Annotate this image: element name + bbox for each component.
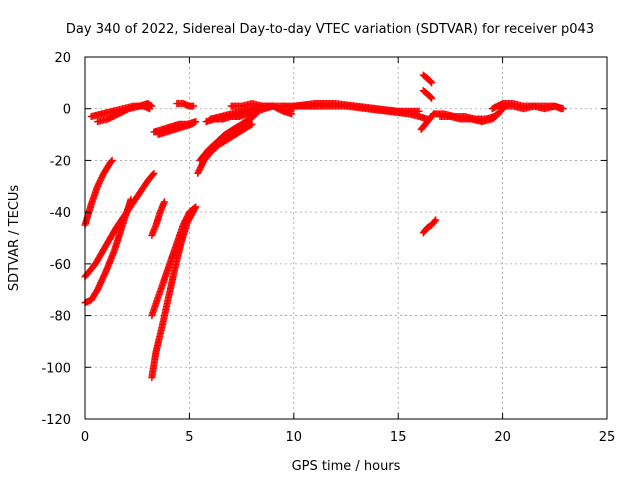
chart-title: Day 340 of 2022, Sidereal Day-to-day VTE… (66, 22, 594, 37)
data-point (108, 156, 116, 164)
series-arc-h (148, 203, 200, 382)
data-point (160, 198, 168, 206)
data-point (559, 105, 567, 113)
y-tick-label: -60 (50, 258, 71, 273)
data-point (190, 102, 198, 110)
data-point (247, 121, 255, 129)
data-point (431, 217, 439, 225)
series-arc-r (290, 100, 423, 115)
data-point (192, 203, 200, 211)
data-point (288, 110, 296, 118)
data-point (248, 120, 256, 128)
series-arc-g (148, 203, 200, 320)
x-tick-label: 25 (599, 430, 616, 445)
series-arc-u (417, 110, 438, 133)
series-arc-k (173, 100, 198, 110)
data-point (127, 195, 135, 203)
y-tick-label: -120 (41, 413, 71, 428)
data-point (428, 94, 436, 102)
series-arc-v (419, 216, 440, 237)
y-tick-label: -40 (50, 206, 71, 221)
series-arc-e (94, 100, 156, 126)
data-point (494, 110, 502, 118)
series-arc-a (81, 156, 116, 229)
data-point (150, 169, 158, 177)
y-tick-label: 0 (63, 103, 71, 118)
y-axis-label: SDTVAR / TECUs (7, 185, 22, 292)
series-arc-s (419, 71, 436, 87)
y-tick-label: -20 (50, 154, 71, 169)
series-arc-z (499, 102, 567, 113)
data-point (149, 170, 157, 178)
x-axis-label: GPS time / hours (292, 459, 401, 474)
x-tick-label: 20 (494, 430, 511, 445)
data-point (192, 118, 200, 126)
x-tick-label: 10 (286, 430, 303, 445)
data-point (428, 79, 436, 87)
x-tick-label: 5 (185, 430, 193, 445)
grid-layer (85, 57, 607, 419)
series-arc-f (148, 198, 168, 239)
series-arc-j (154, 118, 200, 139)
data-point (148, 102, 156, 110)
y-tick-label: -100 (41, 361, 71, 376)
plot-frame (84, 56, 608, 420)
data-point (432, 216, 440, 224)
series-arc-p (227, 100, 296, 118)
x-tick-label: 0 (81, 430, 89, 445)
y-tick-label: 20 (54, 51, 71, 66)
data-marks (81, 71, 567, 382)
series-arc-l (194, 120, 256, 177)
data-point (415, 107, 423, 115)
y-tick-label: -80 (50, 310, 71, 325)
series-arc-c (81, 195, 135, 307)
series-arc-x (436, 110, 502, 126)
series-arc-m (196, 110, 260, 164)
series-arc-t (419, 87, 436, 102)
data-point (493, 111, 501, 119)
x-tick-label: 15 (390, 430, 407, 445)
tick-layer: 0 5 10 15 20 25 20 0 -20 -40 -60 -80 -100 -120 (41, 51, 615, 445)
